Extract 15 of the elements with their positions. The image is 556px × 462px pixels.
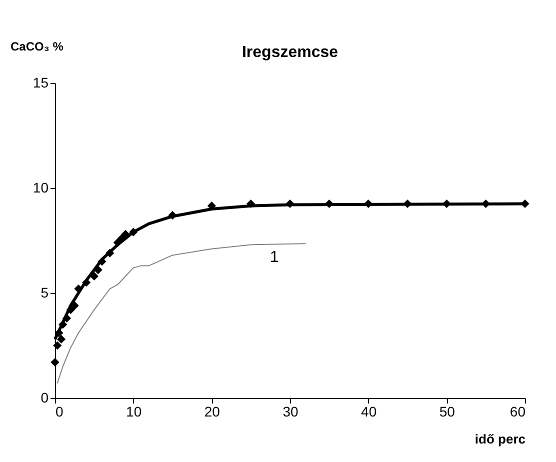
- x-tick-label: 40: [361, 404, 377, 420]
- x-tick-label: 30: [282, 404, 298, 420]
- x-tick-label: 60: [510, 404, 526, 420]
- x-tick-label: 0: [56, 404, 64, 420]
- chart-title: Iregszemcse: [242, 44, 338, 61]
- y-axis-title: CaCO₃ %: [10, 40, 64, 54]
- x-tick-label: 20: [204, 404, 220, 420]
- x-axis-title: idő perc: [474, 432, 526, 446]
- x-tick-label: 50: [439, 404, 456, 420]
- y-tick-label: 0: [40, 390, 49, 406]
- y-tick-label: 5: [40, 284, 49, 300]
- y-tick-label: 10: [32, 180, 49, 196]
- x-tick-label: 10: [126, 404, 142, 420]
- annotation: 1: [270, 249, 279, 266]
- y-tick-label: 15: [32, 74, 49, 90]
